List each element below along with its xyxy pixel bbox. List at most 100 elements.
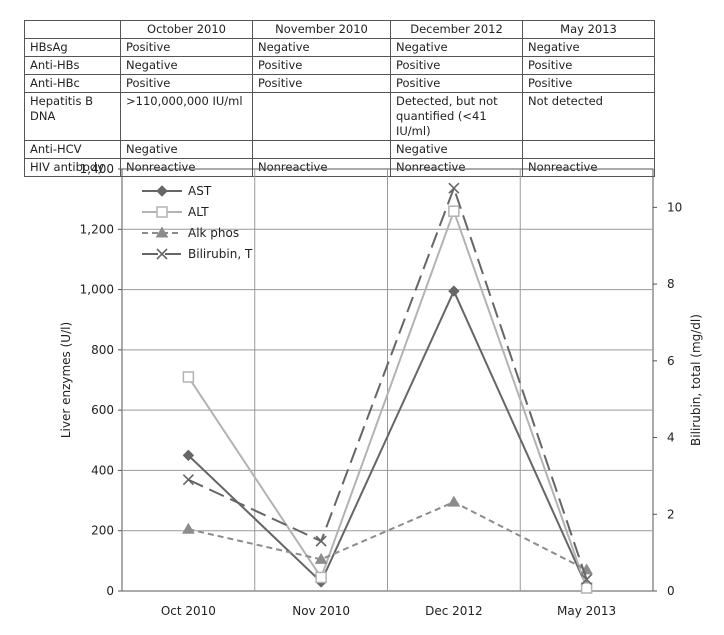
series-line-alk-phos <box>188 500 588 571</box>
table-cell: Positive <box>522 56 655 75</box>
table-header-cell: October 2010 <box>120 20 253 39</box>
x-tick-label: Dec 2012 <box>425 604 483 618</box>
table-cell: Positive <box>390 74 523 93</box>
table-row: Anti-HBs Negative Positive Positive Positive <box>24 56 655 75</box>
table-header-row: October 2010 November 2010 December 2012 Ma… <box>24 20 655 39</box>
series-line-bilirubin-t <box>187 185 588 580</box>
table-cell: Detected, but not quantified (<41 IU/ml) <box>390 92 523 141</box>
table-cell: Negative <box>522 38 655 57</box>
y2-tick-label: 6 <box>667 354 675 368</box>
x-tick-label: May 2013 <box>557 604 616 618</box>
y-tick-label: 400 <box>91 463 114 477</box>
y2-tick-label: 2 <box>667 507 675 521</box>
legend-marker <box>156 248 168 260</box>
legend-item: Bilirubin, T <box>142 247 253 261</box>
table-cell: Negative <box>252 38 391 57</box>
row-label: Anti-HCV <box>24 140 121 159</box>
row-label: HBsAg <box>24 38 121 57</box>
table-row: Anti-HBc Positive Positive Positive Positive <box>24 74 655 93</box>
data-point-ast <box>448 285 460 297</box>
table-cell <box>252 92 391 141</box>
table-cell: Not detected <box>522 92 655 141</box>
liver-enzymes-chart: 0 200 400 600 800 1,000 1,200 1,400 Oct 2010 Nov … <box>59 162 703 618</box>
data-point-alk-phos <box>182 522 195 534</box>
table-row: Anti-HCV Negative Negative <box>24 140 655 159</box>
series-bilirubin-t <box>182 182 593 586</box>
x-marker-stroke <box>182 474 194 486</box>
table-cell: Nonreactive <box>252 158 391 177</box>
legend-marker <box>156 206 168 218</box>
legend: AST ALT Alk phos Bilirubin, T <box>142 184 253 261</box>
table-cell: Negative <box>120 56 253 75</box>
y-tick-label: 600 <box>91 403 114 417</box>
data-point-bilirubin-t <box>315 535 327 547</box>
table-cell: Nonreactive <box>390 158 523 177</box>
table-cell: Positive <box>252 56 391 75</box>
row-label: Anti-HBs <box>24 56 121 75</box>
x-tick-label: Nov 2010 <box>292 604 350 618</box>
table-header-cell: November 2010 <box>252 20 391 39</box>
y-axis-title: Liver enzymes (U/l) <box>59 322 73 438</box>
y2-tick-label: 0 <box>667 584 675 598</box>
row-label: Anti-HBc <box>24 74 121 93</box>
table-cell: Nonreactive <box>522 158 655 177</box>
table-cell: Positive <box>120 74 253 93</box>
table-header-cell: December 2012 <box>390 20 523 39</box>
series-alt <box>182 205 593 594</box>
legend-item: Alk phos <box>142 226 239 240</box>
data-point-alt <box>182 371 195 383</box>
series-line-alt <box>187 208 588 589</box>
table-cell <box>252 140 391 159</box>
table-row: HBsAg Positive Negative Negative Negative <box>24 38 655 57</box>
table-cell: Negative <box>390 140 523 159</box>
table-cell: Positive <box>252 74 391 93</box>
legend-label: ALT <box>188 205 209 219</box>
y-tick-label: 200 <box>91 524 114 538</box>
legend-marker <box>155 226 169 238</box>
row-label: HIV antibody <box>24 158 121 177</box>
table-cell: Positive <box>390 56 523 75</box>
y-tick-label: 800 <box>91 343 114 357</box>
y2-axis-title: Bilirubin, total (mg/dl) <box>689 314 703 446</box>
row-label: Hepatitis B DNA <box>24 92 121 141</box>
y-tick-label: 1,200 <box>80 222 114 236</box>
table-header-blank <box>24 20 121 39</box>
legend-marker <box>156 185 168 197</box>
legend-label: Alk phos <box>188 226 239 240</box>
table-row: Hepatitis B DNA >110,000,000 IU/ml Detecte… <box>24 92 655 141</box>
x-marker-stroke <box>448 182 460 194</box>
lab-results-table: October 2010 November 2010 December 2012 Ma… <box>24 20 655 177</box>
table-cell: Negative <box>120 140 253 159</box>
data-point-alt <box>580 582 593 594</box>
data-point-alk-phos <box>447 495 461 507</box>
x-tick-label: Oct 2010 <box>161 604 216 618</box>
y-tick-label: 1,400 <box>80 162 114 176</box>
legend-item: ALT <box>142 205 209 219</box>
data-point-alk-phos <box>314 552 328 564</box>
table-cell: Nonreactive <box>120 158 253 177</box>
table-cell: Positive <box>120 38 253 57</box>
legend-item: AST <box>142 184 212 198</box>
legend-label: AST <box>188 184 212 198</box>
series-line-ast <box>187 288 588 587</box>
data-point-alt <box>315 571 327 584</box>
table-cell: Positive <box>522 74 655 93</box>
table-cell <box>522 140 655 159</box>
table-row: HIV antibody Nonreactive Nonreactive Nonrea… <box>24 158 655 177</box>
table-header-cell: May 2013 <box>522 20 655 39</box>
y2-tick-label: 10 <box>667 200 682 214</box>
x-marker-stroke <box>156 248 168 260</box>
y2-tick-label: 8 <box>667 277 675 291</box>
table-cell: Negative <box>390 38 523 57</box>
table-cell: >110,000,000 IU/ml <box>120 92 253 141</box>
data-point-bilirubin-t <box>581 573 593 586</box>
data-point-bilirubin-t <box>448 182 460 194</box>
legend-label: Bilirubin, T <box>188 247 253 261</box>
y-tick-label: 0 <box>106 584 114 598</box>
data-point-ast <box>182 449 195 462</box>
x-marker-stroke <box>315 535 327 547</box>
data-point-bilirubin-t <box>182 474 194 486</box>
y2-tick-label: 4 <box>667 431 675 445</box>
y-tick-label: 1,000 <box>80 283 114 297</box>
data-point-alt <box>448 205 460 217</box>
